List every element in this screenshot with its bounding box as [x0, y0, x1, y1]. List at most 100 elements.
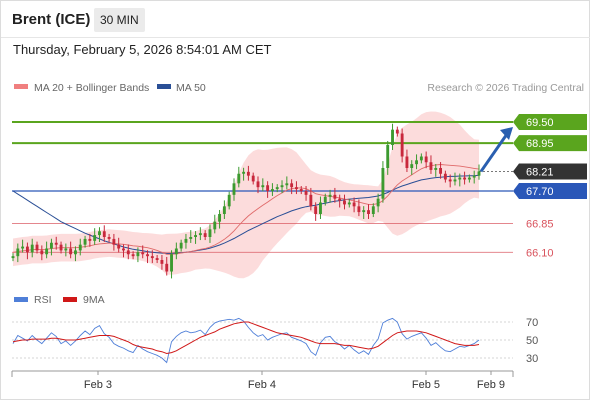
- ma20-legend-swatch: [14, 84, 28, 89]
- candle-body: [381, 168, 385, 199]
- candle-body: [458, 177, 462, 180]
- candle-body: [405, 156, 409, 168]
- candle-body: [367, 210, 370, 214]
- candle: [146, 250, 149, 264]
- candle-body: [78, 244, 82, 251]
- candle-body: [343, 200, 346, 205]
- candle: [170, 250, 173, 279]
- candle: [122, 244, 125, 258]
- candle: [49, 238, 53, 256]
- candle: [40, 245, 44, 261]
- candle-body: [472, 175, 476, 178]
- header-divider: [1, 37, 590, 38]
- candle-body: [117, 244, 121, 249]
- candle: [343, 194, 346, 210]
- candle: [174, 242, 178, 260]
- candle: [261, 178, 265, 192]
- candle-body: [357, 206, 361, 213]
- research-credit: Research © 2026 Trading Central: [427, 82, 584, 94]
- chart-legend: MA 20 + Bollinger Bands MA 50 Research ©…: [14, 82, 584, 94]
- ma50-legend-swatch: [157, 84, 171, 89]
- candle: [93, 228, 97, 245]
- candle-body: [59, 244, 63, 251]
- timestamp-label: Thursday, February 5, 2026 8:54:01 AM CE…: [13, 42, 272, 57]
- candle-body: [299, 189, 303, 191]
- candle: [453, 172, 457, 186]
- level-label-box: [513, 114, 587, 130]
- candle: [439, 162, 443, 179]
- candle: [98, 227, 101, 242]
- candle-body: [141, 252, 145, 255]
- ma20-line: [12, 164, 480, 255]
- candle: [88, 233, 92, 247]
- ma50-line: [12, 174, 480, 254]
- candle: [266, 181, 270, 198]
- rsi-tick-label: 30: [526, 353, 538, 365]
- candle: [150, 250, 154, 264]
- candle-body: [170, 254, 173, 272]
- rsi-tick-label: 50: [526, 335, 538, 347]
- level-label-text: 68.21: [526, 166, 554, 178]
- candle: [477, 164, 481, 180]
- candle: [194, 231, 197, 244]
- candle: [251, 172, 255, 185]
- candle-body: [146, 254, 149, 257]
- candlesticks: [11, 123, 481, 279]
- candle: [410, 160, 414, 175]
- level-label-box: [513, 135, 587, 152]
- level-label-text: 66.10: [526, 247, 554, 259]
- candle-body: [391, 129, 394, 145]
- candle: [328, 189, 332, 203]
- level-label-box: [513, 163, 587, 180]
- forecast-arrow-shaft: [479, 133, 509, 173]
- candle: [357, 199, 361, 217]
- candle-body: [150, 256, 154, 259]
- candle-body: [443, 173, 447, 180]
- candle-body: [477, 171, 481, 176]
- candle-body: [467, 177, 471, 180]
- candle-body: [304, 191, 308, 195]
- candle: [165, 256, 169, 276]
- rsi-legend-label: RSI: [34, 294, 52, 306]
- candle: [198, 227, 202, 241]
- candle-body: [49, 242, 53, 249]
- candle: [270, 183, 274, 196]
- candle-body: [107, 237, 111, 239]
- candle-body: [376, 198, 380, 207]
- candle-body: [261, 185, 265, 188]
- candle-body: [40, 250, 44, 255]
- candle-body: [453, 179, 457, 182]
- candle: [54, 236, 58, 250]
- candle: [362, 206, 366, 219]
- timeframe-badge[interactable]: 30 MIN: [94, 8, 145, 32]
- candle-body: [25, 246, 29, 253]
- candle: [213, 214, 217, 234]
- candle: [242, 167, 246, 181]
- rsi-tick-label: 70: [526, 317, 538, 329]
- candle-body: [54, 242, 58, 245]
- candle-body: [371, 206, 375, 214]
- candle-body: [328, 194, 332, 197]
- candle-body: [232, 183, 236, 195]
- level-label-text: 69.50: [526, 117, 554, 129]
- candle-body: [448, 179, 452, 182]
- candle: [30, 238, 34, 258]
- candle-body: [184, 238, 188, 243]
- candle-body: [126, 250, 130, 255]
- candle-body: [45, 248, 49, 255]
- candle-body: [415, 160, 418, 165]
- candle-body: [98, 231, 101, 236]
- candle: [11, 253, 15, 262]
- candle: [395, 126, 399, 137]
- candle-body: [347, 202, 351, 205]
- candle-body: [155, 258, 159, 260]
- candle: [338, 194, 342, 208]
- candle-body: [11, 256, 15, 259]
- candle: [102, 225, 106, 242]
- candle: [309, 187, 313, 211]
- candle: [126, 244, 130, 260]
- candle-body: [237, 173, 241, 184]
- candle: [246, 165, 250, 181]
- candle: [155, 255, 159, 264]
- forecast-arrow-head: [500, 127, 513, 140]
